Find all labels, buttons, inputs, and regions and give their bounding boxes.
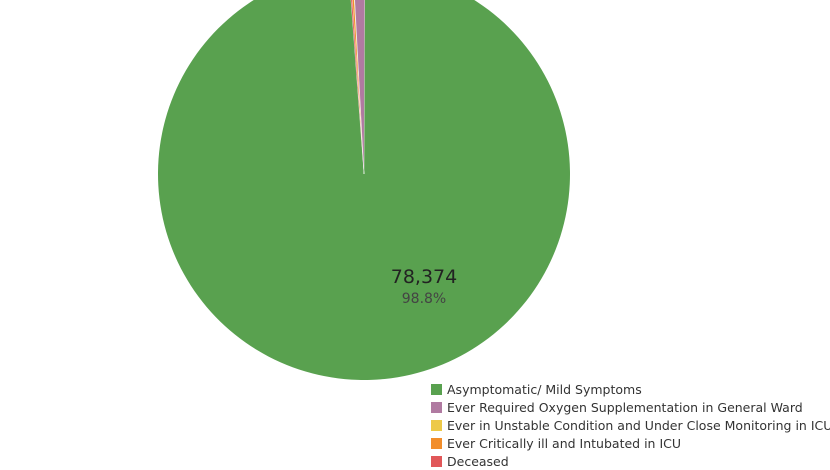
legend-label: Asymptomatic/ Mild Symptoms — [447, 381, 642, 397]
legend-label: Ever Critically ill and Intubated in ICU — [447, 435, 682, 451]
legend-item-asymptomatic-mild-symptoms[interactable]: Asymptomatic/ Mild Symptoms — [431, 380, 830, 398]
legend-swatch — [431, 437, 442, 449]
legend-swatch — [431, 455, 442, 467]
legend-label: Deceased — [447, 453, 509, 469]
slice-percent-label: 98.8% — [402, 291, 446, 307]
legend-item-deceased[interactable]: Deceased — [431, 452, 830, 470]
pie-slice-ever-critically-ill-and-intubated-in-icu[interactable] — [350, 0, 365, 175]
legend: Asymptomatic/ Mild Symptoms Ever Required… — [431, 380, 830, 470]
legend-item-ever-in-unstable-condition-and-under-close-monitoring-in-icu[interactable]: Ever in Unstable Condition and Under Clo… — [431, 416, 830, 434]
legend-swatch — [431, 419, 442, 431]
slice-value-label: 78,374 — [391, 266, 457, 288]
legend-swatch — [431, 383, 442, 395]
legend-item-ever-required-oxygen-supplementation-in-general-ward[interactable]: Ever Required Oxygen Supplementation in … — [431, 398, 830, 416]
pie-slices — [158, 0, 571, 380]
legend-label: Ever Required Oxygen Supplementation in … — [447, 399, 803, 415]
legend-swatch — [431, 401, 442, 413]
pie-slice-deceased[interactable] — [349, 0, 365, 175]
legend-label: Ever in Unstable Condition and Under Clo… — [447, 417, 830, 433]
pie-slice-asymptomatic-mild-symptoms[interactable] — [158, 0, 571, 380]
legend-item-ever-critically-ill-and-intubated-in-icu[interactable]: Ever Critically ill and Intubated in ICU — [431, 434, 830, 452]
pie-slice-ever-required-oxygen-supplementation-in-general-ward[interactable] — [353, 0, 365, 175]
